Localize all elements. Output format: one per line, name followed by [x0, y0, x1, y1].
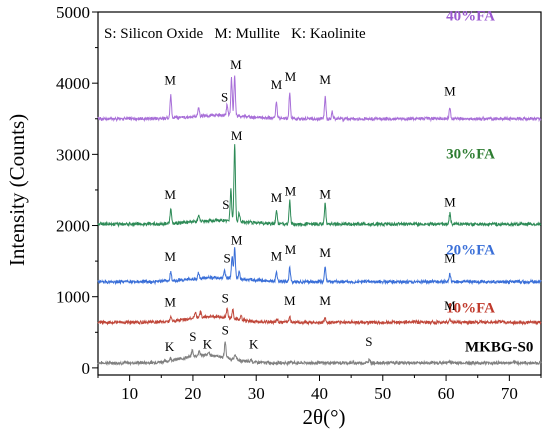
series-label-1: 10%FA: [446, 300, 495, 316]
y-tick-label: 2000: [56, 217, 90, 236]
peak-annotation: S: [189, 329, 196, 344]
series-line-3: [97, 144, 542, 228]
x-axis-title: 2θ(°): [303, 405, 346, 429]
peak-annotation: M: [285, 69, 297, 84]
series-line-2: [97, 247, 542, 286]
y-axis-title: Intensity (Counts): [5, 114, 29, 266]
peak-annotation: M: [285, 184, 297, 199]
peak-annotation: M: [319, 293, 331, 308]
peak-annotation: M: [285, 242, 297, 257]
peak-annotation: S: [223, 251, 230, 266]
peak-annotation: S: [222, 322, 229, 337]
x-tick-label: 10: [121, 384, 138, 403]
peak-annotation: M: [444, 194, 456, 209]
series-line-1: [97, 307, 542, 326]
y-tick-label: 5000: [56, 3, 90, 22]
y-tick-label: 1000: [56, 288, 90, 307]
peak-annotation: S: [365, 334, 372, 349]
peak-annotation: M: [271, 248, 283, 263]
axes-layer: 10 20 30 40 50 60 70 0 1000 2000 3000 4000 5000: [56, 3, 542, 403]
x-tick-label: 40: [311, 384, 328, 403]
series-line-0: [97, 341, 542, 367]
peak-annotation: M: [319, 245, 331, 260]
series-label-2: 20%FA: [446, 243, 495, 259]
x-tick-label: 20: [184, 384, 201, 403]
peak-legend: S: Silicon Oxide M: Mullite K: Kaolinite: [104, 26, 366, 42]
peak-annotation: K: [203, 337, 213, 352]
y-tick-label: 3000: [56, 145, 90, 164]
peak-annotation: M: [271, 77, 283, 92]
peak-annotation: K: [249, 337, 259, 352]
peak-annotation: M: [444, 83, 456, 98]
peak-annotation: S: [222, 197, 229, 212]
series-label-3: 30%FA: [446, 147, 495, 163]
y-tick-label: 4000: [56, 74, 90, 93]
peak-annotation: M: [284, 293, 296, 308]
peak-annotation: M: [230, 57, 242, 72]
peak-annotation: M: [231, 128, 243, 143]
peak-annotation: M: [319, 72, 331, 87]
peak-annotation: S: [222, 290, 229, 305]
y-tick-label: 0: [82, 359, 91, 378]
peak-annotation: M: [164, 187, 176, 202]
series-label-4: 40%FA: [446, 9, 495, 25]
peak-annotation: M: [164, 249, 176, 264]
series-layer: MKBG-S0 10%FA 20%FA 30%FA 40%FA: [97, 9, 542, 367]
peak-annotation: S: [221, 90, 228, 105]
x-tick-label: 60: [438, 384, 455, 403]
x-tick-label: 30: [248, 384, 265, 403]
series-label-0: MKBG-S0: [465, 340, 533, 356]
peak-annotation: M: [444, 298, 456, 313]
peak-annotation: M: [164, 73, 176, 88]
peak-annotation: K: [165, 339, 175, 354]
peak-annotation: M: [319, 186, 331, 201]
peak-annotation: M: [444, 251, 456, 266]
peak-annotation: M: [231, 233, 243, 248]
x-tick-label: 70: [501, 384, 518, 403]
peak-annotation: M: [271, 190, 283, 205]
series-line-4: [97, 75, 542, 123]
x-tick-label: 50: [374, 384, 391, 403]
peak-annotation: M: [164, 295, 176, 310]
